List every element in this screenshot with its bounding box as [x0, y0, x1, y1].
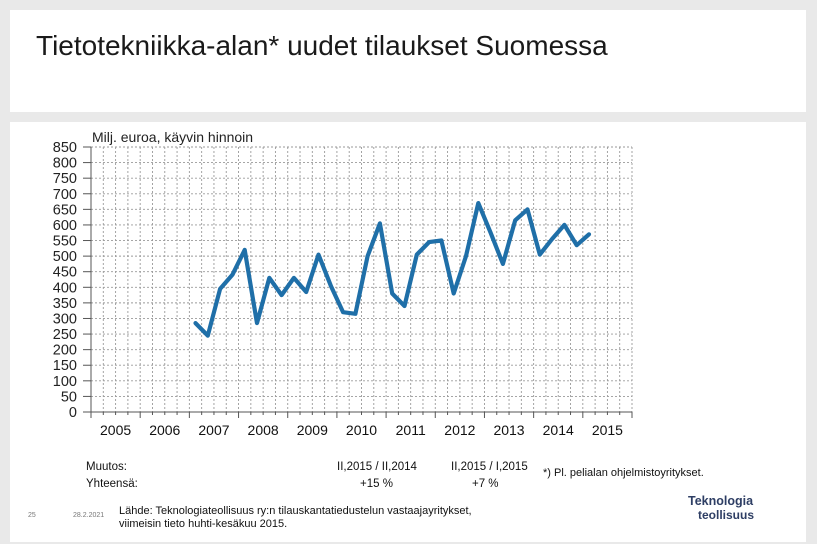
y-tick-label: 600 [53, 218, 77, 234]
data-point [501, 262, 505, 266]
data-point [402, 304, 407, 308]
data-point [415, 252, 419, 257]
data-point [230, 273, 234, 277]
y-tick-label: 200 [53, 343, 77, 359]
x-tick-label: 2008 [248, 422, 279, 438]
data-point [206, 334, 210, 338]
source-line-1: Lähde: Teknologiateollisuus ry:n tilausk… [119, 505, 472, 517]
data-point [267, 276, 271, 280]
page-title: Tietotekniikka-alan* uudet tilaukset Suo… [36, 30, 608, 61]
data-point [304, 290, 308, 294]
data-point [538, 252, 542, 257]
y-tick-label: 750 [53, 171, 77, 187]
footnote: *) Pl. pelialan ohjelmistoyritykset. [543, 467, 704, 479]
y-tick-label: 450 [53, 265, 77, 281]
table-row1-label: Muutos: [86, 461, 127, 473]
y-tick-label: 100 [53, 374, 77, 390]
date-label: 28.2.2021 [73, 512, 105, 519]
data-point [390, 291, 394, 296]
data-point [587, 232, 591, 236]
data-point [378, 221, 382, 225]
data-point [341, 310, 345, 314]
y-tick-label: 400 [53, 280, 77, 296]
series-line [193, 201, 592, 338]
data-point [427, 240, 431, 244]
data-points [193, 201, 591, 338]
data-point [316, 252, 321, 257]
y-tick-label: 550 [53, 234, 77, 250]
x-tick-label: 2015 [592, 422, 623, 438]
x-tick-label: 2013 [493, 422, 524, 438]
table-col1-header: II,2015 / II,2014 [337, 461, 417, 473]
x-tick-label: 2007 [198, 422, 229, 438]
x-tick-label: 2014 [543, 422, 574, 438]
data-point [292, 276, 296, 280]
data-point [279, 293, 284, 297]
y-tick-label: 350 [53, 296, 77, 312]
data-point [353, 312, 357, 316]
x-tick-label: 2005 [100, 422, 131, 438]
x-tick-label: 2006 [149, 422, 180, 438]
page-number: 25 [28, 512, 36, 519]
y-tick-label: 150 [53, 358, 77, 374]
x-axis-ticks: 2005 2006 2007 2008 2009 2010 2011 2012 2013 2014… [90, 412, 633, 438]
data-point [464, 254, 468, 258]
y-tick-label: 800 [53, 156, 77, 172]
data-point [243, 248, 247, 252]
company-logo: Teknologia teollisuus [688, 494, 754, 522]
y-tick-label: 500 [53, 249, 77, 265]
data-point [329, 284, 333, 288]
data-point [439, 238, 444, 243]
data-point [575, 243, 579, 247]
y-tick-label: 650 [53, 202, 77, 218]
logo-line-1: Teknologia [688, 494, 754, 508]
data-point [255, 321, 259, 325]
y-tick-label: 850 [53, 140, 77, 156]
x-tick-label: 2010 [346, 422, 377, 438]
unit-label: Milj. euroa, käyvin hinnoin [92, 129, 253, 145]
x-tick-label: 2012 [444, 422, 475, 438]
logo-line-2: teollisuus [698, 508, 755, 522]
data-point [550, 237, 554, 241]
y-tick-label: 300 [53, 311, 77, 327]
data-point [513, 218, 517, 222]
data-point [489, 231, 493, 235]
y-tick-label: 50 [61, 389, 77, 405]
y-tick-label: 0 [69, 405, 77, 421]
x-tick-label: 2011 [396, 422, 426, 438]
source-line-2: viimeisin tieto huhti-kesäkuu 2015. [119, 518, 288, 530]
chart-grid [90, 146, 633, 413]
y-tick-label: 250 [53, 327, 77, 343]
x-tick-label: 2009 [297, 422, 328, 438]
y-tick-label: 700 [53, 187, 77, 203]
data-point [366, 254, 370, 258]
data-point [218, 287, 222, 291]
table-col1-value: +15 % [360, 478, 393, 490]
table-col2-header: II,2015 / I,2015 [451, 461, 528, 473]
table-row2-label: Yhteensä: [86, 478, 138, 490]
y-axis-ticks: 8508007507006506005505004504003503002502… [53, 140, 91, 421]
data-point [193, 321, 198, 325]
data-point [452, 291, 456, 296]
title-panel [10, 10, 806, 112]
table-col2-value: +7 % [472, 478, 499, 490]
data-point [476, 201, 480, 205]
content-panel [10, 122, 806, 542]
data-point [562, 223, 566, 227]
data-point [525, 207, 530, 211]
